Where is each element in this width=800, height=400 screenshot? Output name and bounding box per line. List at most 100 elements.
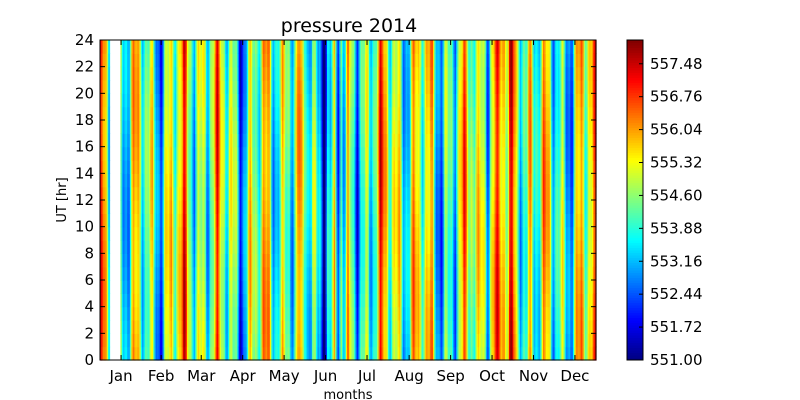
heatmap-cell [189, 253, 192, 268]
heatmap-cell [250, 120, 253, 134]
heatmap-cell [196, 346, 199, 361]
heatmap-cell [186, 106, 189, 121]
heatmap-cell [343, 346, 346, 361]
heatmap-cell [238, 133, 241, 148]
heatmap-cell [260, 66, 263, 81]
heatmap-cell [256, 173, 259, 188]
heatmap-cell [196, 173, 199, 188]
heatmap-cell [301, 226, 304, 241]
heatmap-cell [298, 266, 301, 281]
heatmap-cell [362, 93, 365, 108]
heatmap-cell [336, 333, 339, 348]
heatmap-cell [311, 146, 314, 161]
heatmap-cell [348, 66, 351, 81]
heatmap-cell [174, 266, 177, 281]
heatmap-cell [180, 66, 183, 81]
heatmap-cell [377, 333, 380, 348]
heatmap-cell [191, 146, 194, 161]
heatmap-cell [260, 333, 263, 348]
heatmap-cell [200, 53, 203, 68]
heatmap-cell [366, 80, 369, 94]
heatmap-cell [147, 306, 150, 321]
heatmap-cell [143, 133, 146, 148]
heatmap-cell [125, 173, 128, 188]
heatmap-cell [305, 280, 308, 294]
heatmap-cell [318, 53, 321, 68]
heatmap-cell [218, 146, 221, 161]
heatmap-cell [226, 53, 229, 68]
heatmap-cell [260, 226, 263, 241]
heatmap-cell [322, 320, 325, 334]
heatmap-cell [237, 160, 240, 174]
heatmap-cell [299, 213, 302, 228]
heatmap-cell [169, 280, 172, 294]
heatmap-cell [294, 293, 297, 308]
heatmap-cell [373, 186, 376, 201]
heatmap-cell [388, 173, 391, 188]
heatmap-cell [335, 173, 338, 188]
heatmap-cell [286, 186, 289, 201]
heatmap-cell [388, 240, 391, 254]
heatmap-cell [196, 186, 199, 201]
heatmap-cell [231, 120, 234, 134]
heatmap-cell [157, 200, 160, 214]
heatmap-cell [373, 160, 376, 174]
heatmap-cell [135, 120, 138, 134]
heatmap-cell [366, 106, 369, 121]
heatmap-cell [309, 173, 312, 188]
heatmap-cell [356, 53, 359, 68]
heatmap-cell [226, 40, 229, 54]
heatmap-cell [333, 213, 336, 228]
heatmap-cell [166, 333, 169, 348]
heatmap-cell [271, 266, 274, 281]
heatmap-cell [191, 173, 194, 188]
heatmap-cell [333, 293, 336, 308]
heatmap-cell [252, 346, 255, 361]
heatmap-cell [362, 160, 365, 174]
heatmap-cell [241, 173, 244, 188]
heatmap-cell [148, 133, 151, 148]
heatmap-cell [133, 66, 136, 81]
heatmap-cell [305, 306, 308, 321]
heatmap-cell [161, 106, 164, 121]
heatmap-cell [358, 333, 361, 348]
heatmap-cell [241, 200, 244, 214]
heatmap-cell [254, 293, 257, 308]
heatmap-cell [282, 320, 285, 334]
heatmap-cell [273, 173, 276, 188]
heatmap-cell [188, 133, 191, 148]
heatmap-cell [138, 280, 141, 294]
heatmap-cell [343, 253, 346, 268]
heatmap-cell [286, 106, 289, 121]
heatmap-cell [333, 80, 336, 94]
heatmap-cell [127, 106, 130, 121]
heatmap-cell [341, 346, 344, 361]
heatmap-cell [214, 80, 217, 94]
heatmap-cell [108, 333, 111, 348]
heatmap-cell [326, 146, 329, 161]
heatmap-cell [350, 320, 352, 334]
heatmap-cell [279, 266, 282, 281]
heatmap-cell [193, 93, 196, 108]
heatmap-cell [283, 106, 286, 121]
heatmap-cell [256, 200, 259, 214]
heatmap-cell [340, 80, 343, 94]
heatmap-cell [386, 333, 389, 348]
heatmap-cell [301, 306, 304, 321]
heatmap-cell [294, 320, 297, 334]
heatmap-cell [106, 186, 109, 201]
heatmap-cell [239, 186, 242, 201]
heatmap-cell [307, 346, 310, 361]
heatmap-cell [299, 226, 302, 241]
heatmap-cell [352, 106, 355, 121]
heatmap-cell [180, 200, 183, 214]
heatmap-cell [140, 93, 143, 108]
heatmap-cell [189, 120, 192, 134]
heatmap-cell [226, 146, 229, 161]
heatmap-cell [184, 280, 187, 294]
heatmap-cell [176, 293, 179, 308]
heatmap-cell [282, 146, 285, 161]
heatmap-cell [189, 173, 192, 188]
heatmap-cell [333, 40, 336, 54]
heatmap-cell [143, 346, 146, 361]
